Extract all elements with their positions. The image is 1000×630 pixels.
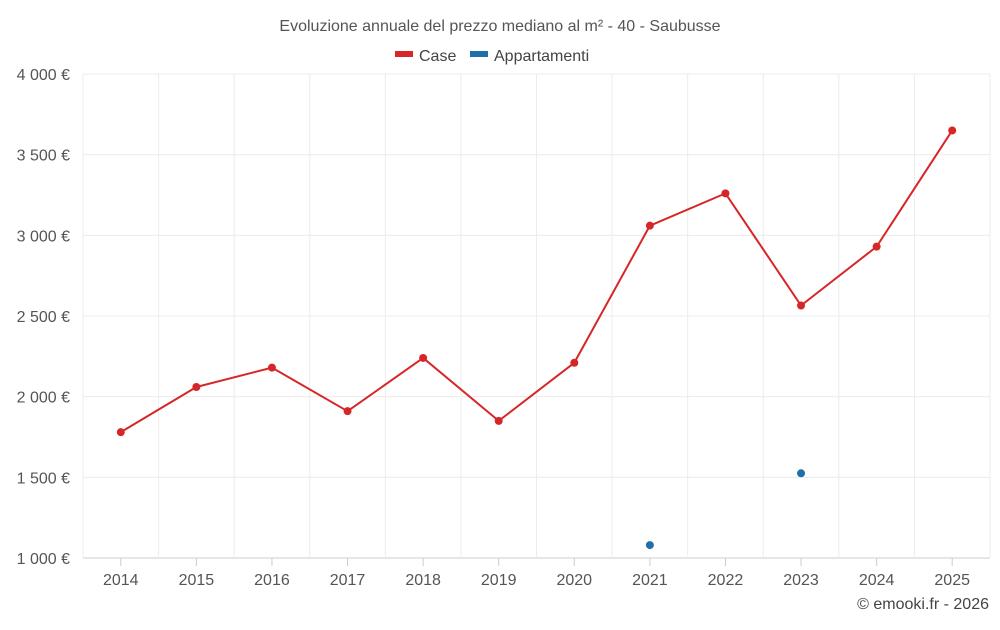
- data-point-appartamenti[interactable]: [797, 469, 806, 478]
- legend-swatch-appartamenti: [470, 51, 488, 57]
- data-point-case[interactable]: [419, 353, 428, 362]
- x-tick-label: 2021: [632, 572, 668, 589]
- data-point-case[interactable]: [797, 301, 806, 310]
- data-point-appartamenti[interactable]: [645, 541, 654, 550]
- data-point-case[interactable]: [872, 242, 881, 251]
- legend-swatch-case: [395, 51, 413, 57]
- data-point-case[interactable]: [721, 189, 730, 198]
- x-tick-label: 2025: [934, 572, 970, 589]
- x-tick-label: 2017: [330, 572, 366, 589]
- data-point-case[interactable]: [267, 363, 276, 372]
- series-line-case: [120, 129, 954, 434]
- y-tick-label: 3 500 €: [17, 148, 70, 165]
- credit-text: © emooki.fr - 2026: [857, 596, 989, 613]
- y-tick-label: 2 500 €: [17, 309, 70, 326]
- data-point-case[interactable]: [192, 382, 201, 391]
- x-tick-label: 2022: [708, 572, 744, 589]
- data-point-case[interactable]: [343, 407, 352, 416]
- x-tick-label: 2018: [405, 572, 441, 589]
- x-tick-label: 2014: [103, 572, 139, 589]
- series-layer: [116, 126, 957, 550]
- x-tick-label: 2015: [179, 572, 215, 589]
- y-tick-label: 3 000 €: [17, 228, 70, 245]
- x-tick-label: 2016: [254, 572, 290, 589]
- y-axis: 1 000 € 1 500 € 2 000 € 2 500 € 3 000 € 3 500…: [17, 67, 70, 568]
- grid: [82, 73, 991, 559]
- y-tick-label: 4 000 €: [17, 67, 70, 84]
- data-point-case[interactable]: [570, 358, 579, 367]
- y-tick-label: 1 500 €: [17, 470, 70, 487]
- y-tick-label: 1 000 €: [17, 551, 70, 568]
- data-point-case[interactable]: [494, 416, 503, 425]
- x-axis: 2014 2015 2016 2017 2018 2019 2020 2021 2022 2023…: [103, 558, 970, 589]
- legend-label-appartamenti[interactable]: Appartamenti: [494, 48, 589, 65]
- chart-title: Evoluzione annuale del prezzo mediano al…: [279, 18, 720, 35]
- data-point-case[interactable]: [948, 126, 957, 135]
- x-tick-label: 2019: [481, 572, 517, 589]
- y-tick-label: 2 000 €: [17, 390, 70, 407]
- data-point-case[interactable]: [116, 428, 125, 437]
- legend-label-case[interactable]: Case: [419, 48, 456, 65]
- legend: Case Appartamenti: [395, 48, 589, 65]
- x-tick-label: 2024: [859, 572, 895, 589]
- data-point-case[interactable]: [645, 221, 654, 230]
- x-tick-label: 2023: [783, 572, 819, 589]
- x-tick-label: 2020: [556, 572, 592, 589]
